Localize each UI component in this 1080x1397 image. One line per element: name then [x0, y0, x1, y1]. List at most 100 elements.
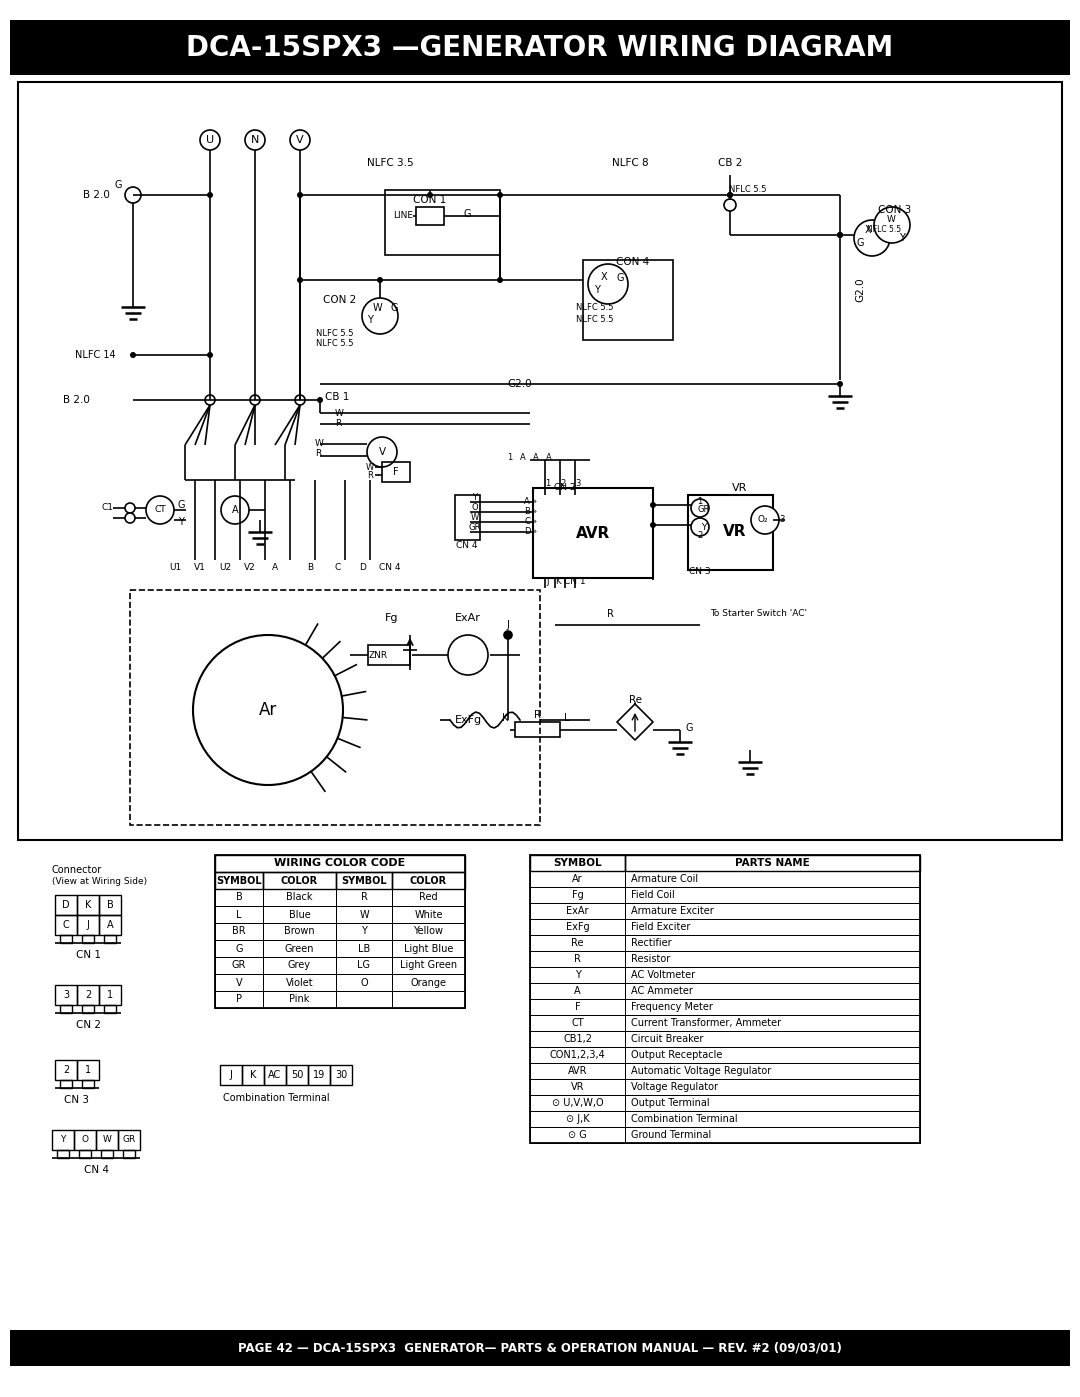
Bar [264, 940, 336, 957]
Text: U2: U2 [219, 563, 231, 573]
Circle shape [200, 130, 220, 149]
Text: Fg: Fg [571, 890, 583, 900]
Text: Y: Y [361, 926, 367, 936]
Text: Y: Y [473, 493, 477, 502]
Text: A: A [575, 986, 581, 996]
Bar [625, 855, 920, 870]
Text: CB 1: CB 1 [325, 393, 349, 402]
Bar [625, 887, 920, 902]
Bar [336, 990, 392, 1009]
Circle shape [125, 513, 135, 522]
Text: W: W [315, 439, 324, 447]
Bar [330, 1065, 352, 1085]
Circle shape [650, 502, 656, 509]
Text: COLOR: COLOR [281, 876, 319, 886]
Text: VR: VR [724, 524, 746, 539]
Bar [625, 951, 920, 967]
Bar [308, 1065, 330, 1085]
Text: J: J [546, 577, 550, 587]
Bar [336, 923, 392, 940]
Text: AVR: AVR [576, 525, 610, 541]
Text: G: G [390, 303, 397, 313]
Bar [625, 1031, 920, 1046]
Text: »: » [531, 497, 537, 507]
Bar [530, 870, 625, 887]
Bar [264, 1065, 286, 1085]
Bar [336, 940, 392, 957]
Bar [530, 1016, 625, 1031]
Bar [392, 974, 465, 990]
Text: G: G [235, 943, 243, 954]
Text: Field Coil: Field Coil [631, 890, 675, 900]
Text: F: F [393, 467, 399, 476]
Circle shape [691, 518, 708, 536]
Text: Connector: Connector [52, 865, 103, 875]
Text: CN 4: CN 4 [379, 563, 401, 573]
Circle shape [377, 277, 383, 284]
Bar [264, 888, 336, 907]
Text: CN 2: CN 2 [76, 1020, 100, 1030]
Bar [77, 985, 99, 1004]
Text: R: R [367, 471, 373, 479]
Bar [416, 207, 444, 225]
Circle shape [221, 496, 249, 524]
Text: F: F [575, 1002, 580, 1011]
Text: W: W [471, 513, 480, 521]
Text: NLFC 5.5: NLFC 5.5 [577, 303, 613, 313]
Text: AC Voltmeter: AC Voltmeter [631, 970, 696, 981]
Text: R: R [315, 450, 321, 458]
Bar [392, 940, 465, 957]
Circle shape [448, 636, 488, 675]
Text: NLFC 5.5: NLFC 5.5 [577, 314, 613, 324]
Bar [104, 935, 116, 943]
Bar [583, 260, 673, 339]
Text: VR: VR [570, 1083, 584, 1092]
Text: C1: C1 [102, 503, 113, 511]
Text: NFLC 5.5: NFLC 5.5 [867, 225, 901, 235]
Text: Y: Y [575, 970, 580, 981]
Bar [392, 888, 465, 907]
Text: CN 3: CN 3 [65, 1095, 90, 1105]
Text: Re: Re [629, 694, 642, 705]
Text: P: P [237, 995, 242, 1004]
Circle shape [691, 499, 708, 517]
Bar [530, 1111, 625, 1127]
Bar [82, 1004, 94, 1013]
Bar [99, 985, 121, 1004]
Bar [368, 645, 410, 665]
Circle shape [125, 187, 141, 203]
Text: Output Receptacle: Output Receptacle [631, 1051, 723, 1060]
Text: PAGE 42 — DCA-15SPX3  GENERATOR— PARTS & OPERATION MANUAL — REV. #2 (09/03/01): PAGE 42 — DCA-15SPX3 GENERATOR— PARTS & … [238, 1341, 842, 1355]
Text: Blue: Blue [288, 909, 310, 919]
Text: CN 4: CN 4 [83, 1165, 108, 1175]
Bar [534, 488, 653, 578]
Bar [625, 935, 920, 951]
Text: CN 1: CN 1 [564, 577, 585, 587]
Text: R: R [607, 609, 613, 619]
Circle shape [297, 397, 303, 402]
Text: W: W [335, 408, 343, 418]
Bar [530, 1046, 625, 1063]
Bar [530, 902, 625, 919]
Text: W: W [373, 303, 382, 313]
Text: CN 1: CN 1 [76, 950, 100, 960]
Circle shape [207, 191, 213, 198]
Bar [625, 1063, 920, 1078]
Text: L: L [237, 909, 242, 919]
Bar [82, 1080, 94, 1088]
Text: Red: Red [419, 893, 437, 902]
Circle shape [146, 496, 174, 524]
Bar [18, 82, 1062, 840]
Text: SYMBOL: SYMBOL [553, 858, 602, 868]
Bar [215, 855, 465, 872]
Circle shape [297, 397, 303, 402]
Text: CN 2: CN 2 [554, 482, 576, 492]
Text: Ar: Ar [572, 875, 583, 884]
Bar [99, 895, 121, 915]
Bar [215, 907, 264, 923]
Text: A: A [534, 454, 539, 462]
Text: W: W [366, 462, 374, 472]
Text: V2: V2 [244, 563, 256, 573]
Bar [384, 190, 500, 256]
Text: NLFC 8: NLFC 8 [611, 158, 648, 168]
